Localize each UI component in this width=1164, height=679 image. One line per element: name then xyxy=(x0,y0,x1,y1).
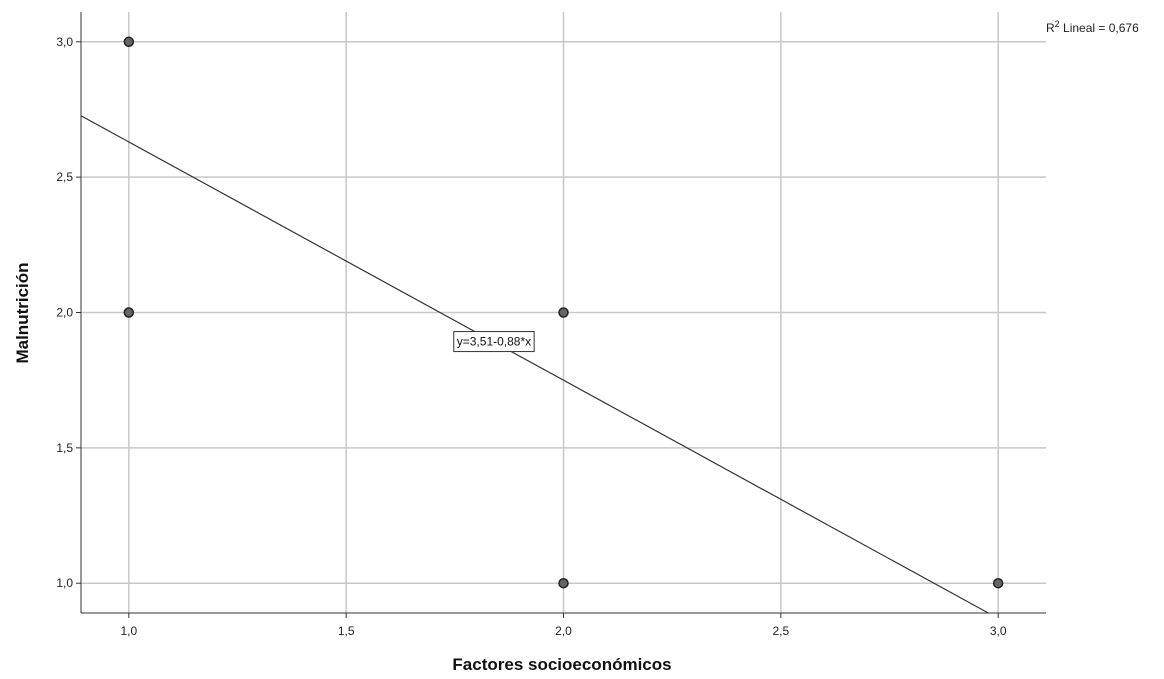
y-tick-label: 3,0 xyxy=(56,35,73,49)
y-tick-label: 2,0 xyxy=(56,306,73,320)
data-point xyxy=(123,307,135,318)
data-point xyxy=(123,36,135,48)
y-axis-title: Malnutrición xyxy=(13,262,32,363)
tick-labels: 1,0 1,5 2,0 2,5 3,0 1,0 1,5 2,0 2,5 3,0 xyxy=(56,35,1007,638)
fit-line xyxy=(80,115,989,614)
x-tick-label: 1,0 xyxy=(120,624,137,638)
x-tick-label: 3,0 xyxy=(990,624,1007,638)
data-point xyxy=(558,307,569,318)
x-tick-label: 2,5 xyxy=(772,624,789,638)
r-squared-label: R2 Lineal = 0,676 xyxy=(1046,19,1139,35)
x-axis-title: Factores socioeconómicos xyxy=(452,655,671,674)
data-point xyxy=(992,577,1004,589)
y-tick-label: 1,0 xyxy=(56,576,73,590)
axes xyxy=(76,12,1046,618)
fit-line-layer xyxy=(80,115,989,614)
y-tick-label: 2,5 xyxy=(56,170,73,184)
y-tick-label: 1,5 xyxy=(56,441,73,455)
data-point xyxy=(558,577,569,589)
r2-text: Lineal = 0,676 xyxy=(1060,21,1139,35)
equation-box xyxy=(453,331,535,353)
x-tick-label: 2,0 xyxy=(555,624,572,638)
equation-label-box: y=3,51-0,88*x xyxy=(453,331,535,353)
x-tick-label: 1,5 xyxy=(338,624,355,638)
points xyxy=(123,36,1004,589)
r2-superscript: 2 xyxy=(1055,19,1060,29)
equation-label: y=3,51-0,88*x xyxy=(457,335,531,349)
r2-prefix: R xyxy=(1046,21,1055,35)
